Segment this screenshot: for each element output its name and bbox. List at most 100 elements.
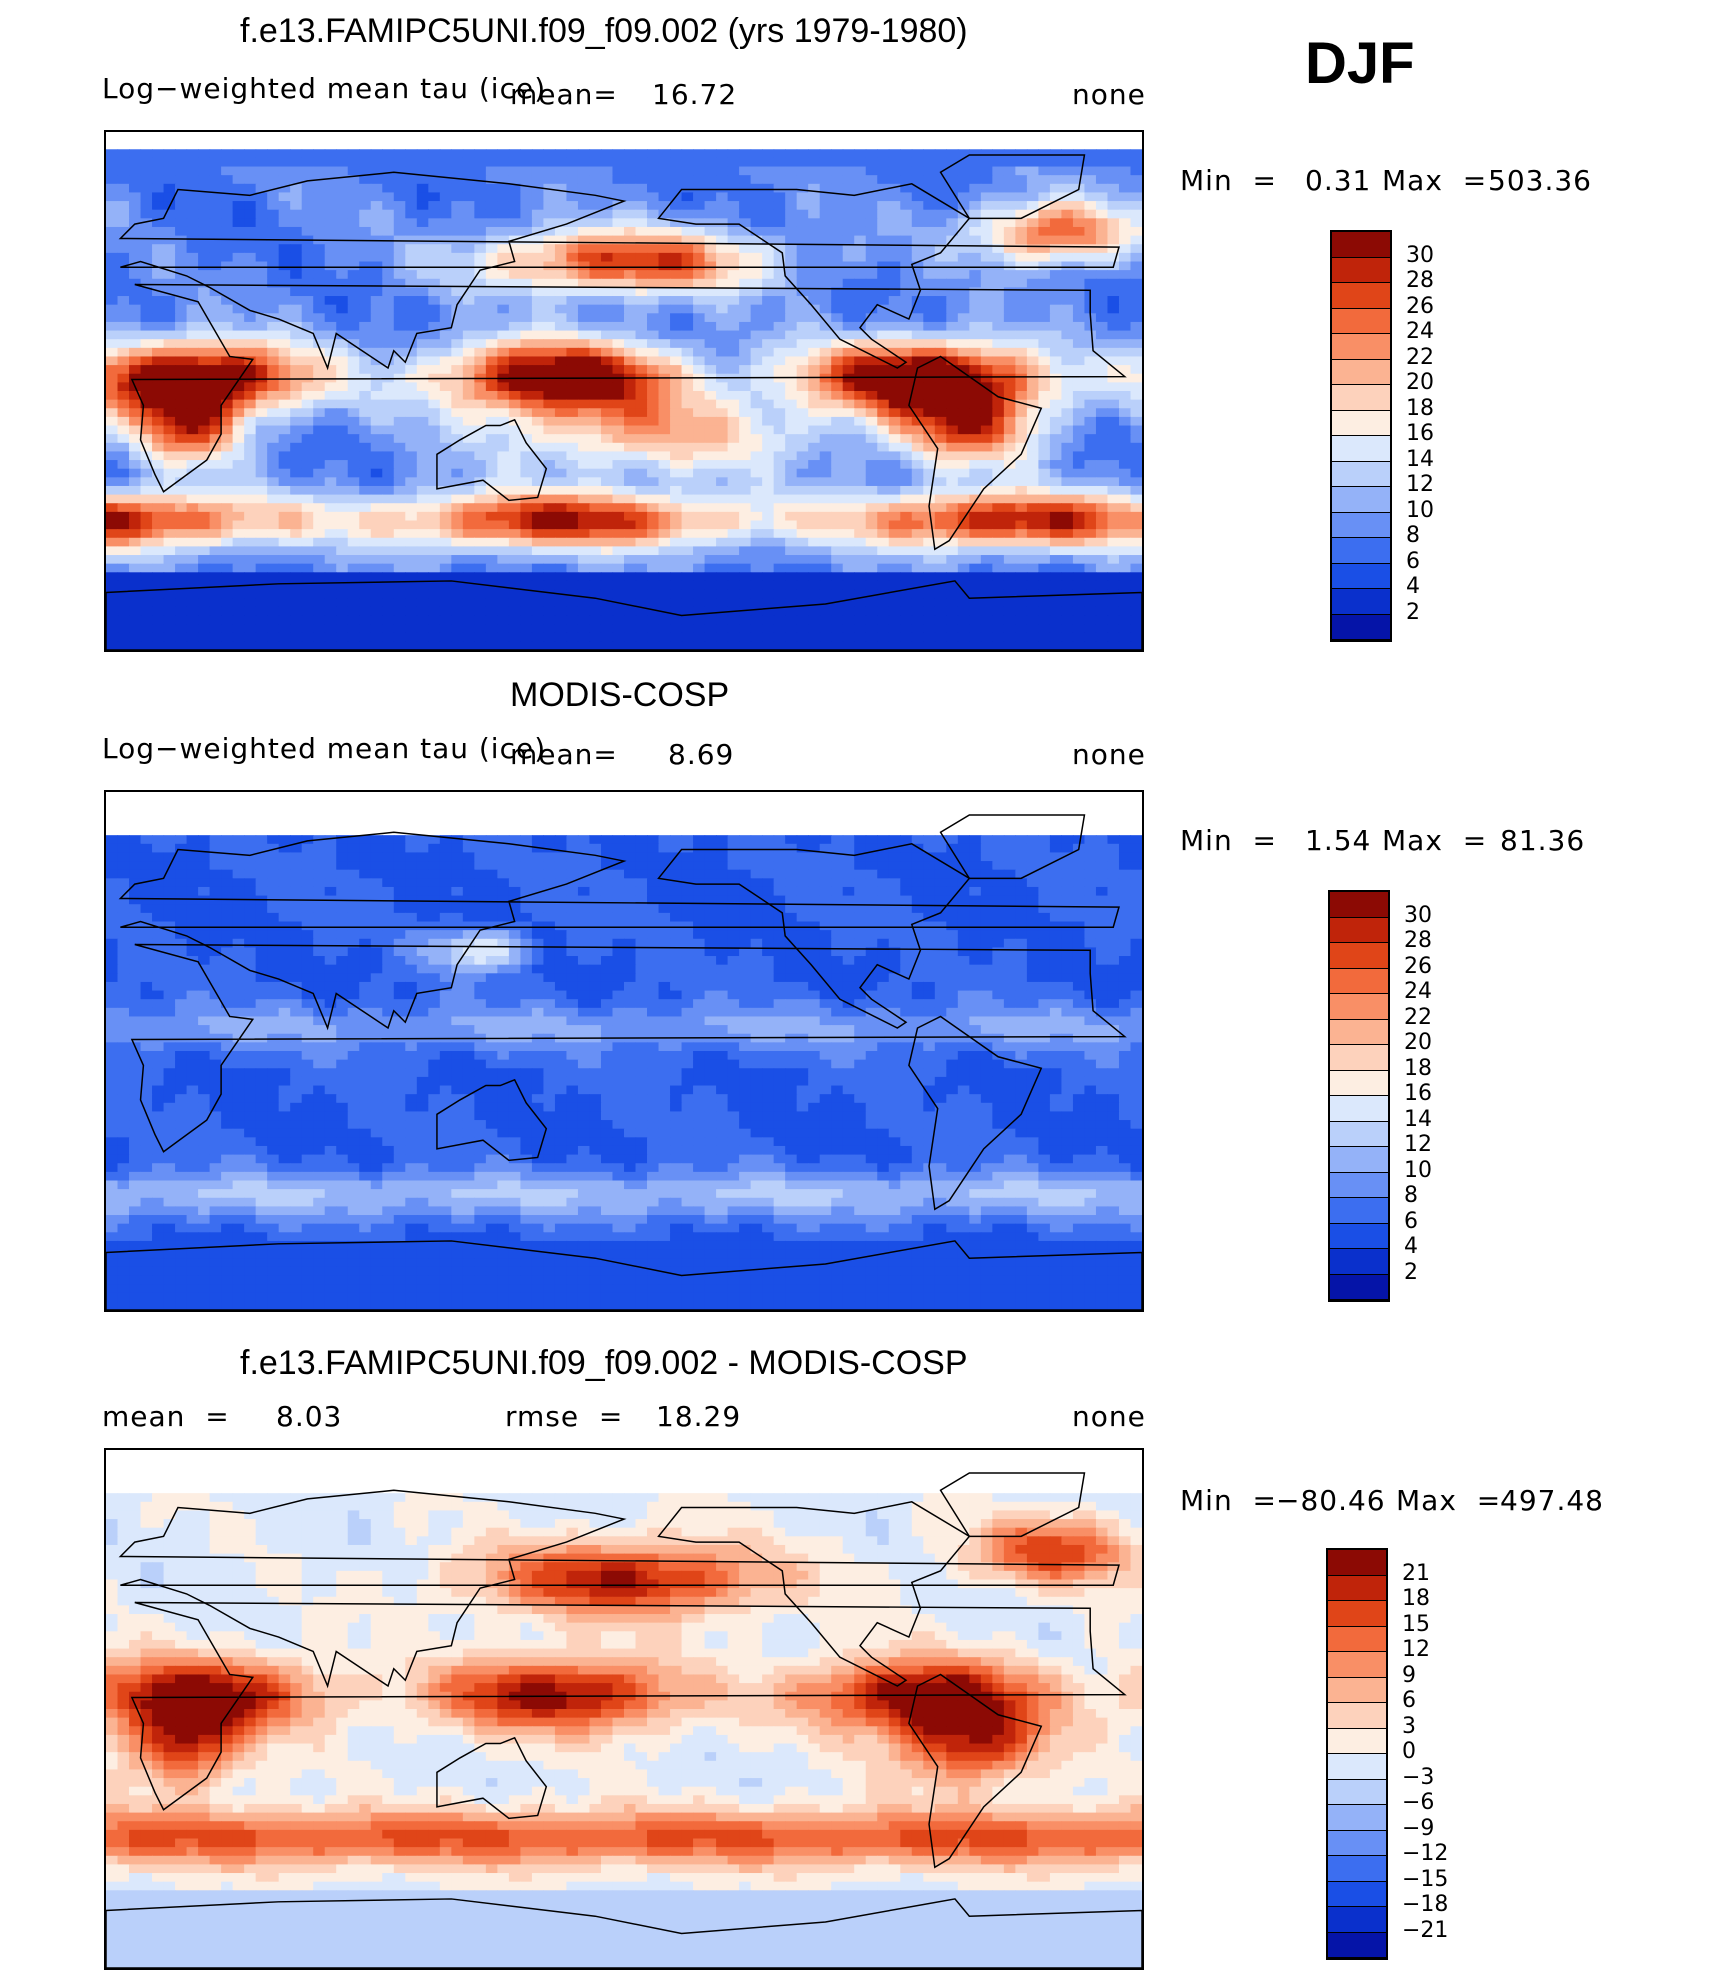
map-cell (175, 572, 188, 582)
map-cell (290, 330, 303, 340)
map-cell (612, 546, 625, 556)
map-cell (221, 546, 234, 556)
map-cell (612, 356, 625, 366)
map-cell (117, 244, 130, 254)
map-cell (934, 218, 947, 228)
map-cell (773, 382, 786, 392)
map-cell (497, 511, 510, 522)
map-cell (186, 183, 199, 194)
map-cell (888, 278, 901, 288)
map-cell (186, 201, 199, 211)
map-cell (198, 373, 211, 383)
map-cell (727, 365, 740, 375)
map-cell (796, 149, 809, 159)
map-cell (566, 209, 579, 219)
map-cell (647, 235, 660, 245)
map-cell (301, 460, 314, 470)
map-cell (232, 503, 245, 513)
map-cell (462, 183, 475, 194)
map-cell (370, 339, 383, 349)
map-cell (877, 287, 890, 297)
map-cell (117, 157, 130, 168)
map-cell (347, 365, 360, 375)
map-cell (612, 339, 625, 349)
map-cell (589, 494, 602, 504)
map-cell (854, 425, 867, 435)
map-cell (773, 494, 786, 504)
map-cell (439, 485, 452, 496)
map-cell (739, 477, 752, 487)
map-cell (520, 149, 533, 159)
map-cell (117, 252, 130, 263)
map-cell (232, 226, 245, 237)
map-cell (854, 606, 867, 617)
map-cell (554, 157, 568, 168)
map-cell (462, 252, 475, 263)
map-cell (508, 434, 521, 444)
map-cell (301, 546, 314, 556)
map-cell (1107, 365, 1120, 375)
map-cell (589, 537, 602, 547)
map-cell (313, 434, 326, 444)
map-cell (451, 175, 464, 185)
map-cell (624, 365, 637, 375)
map-cell (543, 226, 556, 237)
map-cell (508, 615, 521, 625)
map-cell (1026, 503, 1039, 513)
map-cell (324, 356, 337, 366)
map-cell (347, 529, 360, 539)
map-cell (877, 201, 890, 211)
map-cell (957, 382, 970, 392)
map-cell (106, 278, 119, 288)
map-cell (681, 201, 694, 211)
map-cell (175, 416, 188, 427)
map-cell (1049, 460, 1063, 470)
map-cell (278, 175, 291, 185)
map-cell (1118, 347, 1132, 358)
map-cell (543, 416, 556, 427)
map-cell (1049, 278, 1063, 288)
map-cell (681, 529, 694, 539)
map-cell (175, 442, 188, 453)
map-cell (520, 218, 533, 228)
map-cell (957, 321, 970, 332)
map-cell (658, 399, 671, 409)
map-cell (370, 304, 383, 314)
map-cell (566, 235, 579, 245)
map-cell (577, 529, 591, 539)
map-cell (1026, 218, 1039, 228)
map-cell (762, 460, 775, 470)
map-cell (278, 149, 291, 159)
map-cell (1061, 373, 1074, 383)
map-cell (773, 425, 786, 435)
map-cell (923, 468, 936, 478)
map-cell (911, 356, 924, 366)
map-cell (992, 606, 1005, 617)
map-cell (255, 546, 268, 556)
map-cell (796, 546, 809, 556)
map-cell (313, 425, 326, 435)
map-cell (232, 563, 245, 573)
map-cell (1095, 252, 1109, 263)
map-cell (1084, 235, 1097, 245)
map-cell (900, 434, 913, 444)
map-cell (727, 460, 740, 470)
map-cell (577, 157, 591, 168)
map-cell (865, 546, 878, 556)
map-cell (209, 451, 222, 461)
map-cell (635, 192, 648, 202)
map-cell (439, 339, 452, 349)
map-cell (911, 304, 924, 314)
map-cell (531, 451, 545, 461)
map-cell (923, 572, 936, 582)
map-cell (819, 321, 832, 332)
map-cell (106, 537, 119, 547)
map-cell (854, 192, 867, 202)
map-cell (635, 529, 648, 539)
map-cell (600, 304, 614, 314)
map-cell (428, 391, 441, 401)
map-cell (727, 399, 740, 409)
map-cell (1015, 606, 1028, 617)
map-cell (405, 296, 418, 306)
map-cell (888, 157, 901, 168)
